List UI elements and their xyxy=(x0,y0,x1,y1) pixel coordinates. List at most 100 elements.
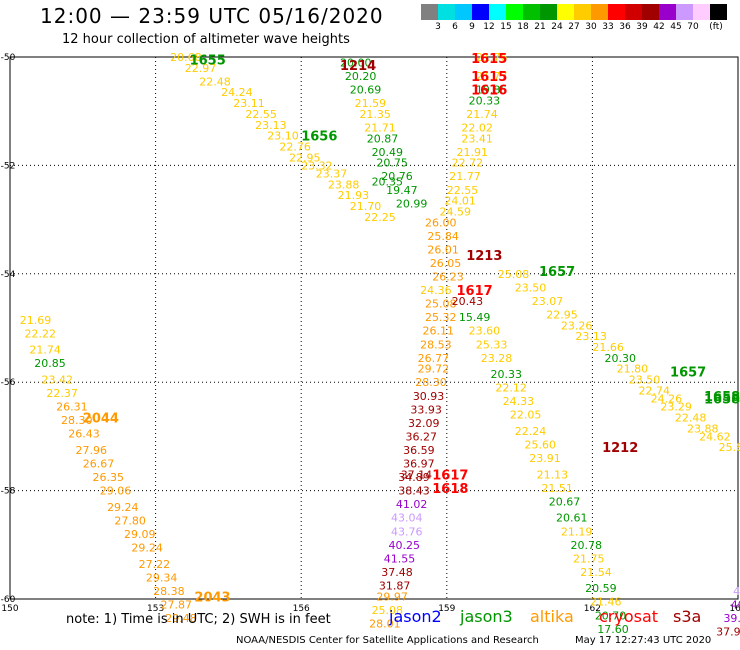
legend-swatch xyxy=(659,4,676,20)
swh-value-label: 29.06 xyxy=(100,485,132,498)
swh-value-label: 40. xyxy=(731,598,740,611)
swh-value-label: 23.88 xyxy=(687,422,719,435)
legend-tick-label: 45 xyxy=(670,22,682,32)
y-tick-label: -60 xyxy=(1,595,16,605)
swh-value-label: 26.01 xyxy=(427,243,459,256)
legend-swatch xyxy=(642,4,659,20)
swh-value-label: 22.95 xyxy=(546,308,578,321)
swh-value-label: 26.43 xyxy=(68,428,100,441)
legend-swatch xyxy=(438,4,455,20)
swh-value-label: 21.76 xyxy=(476,51,508,64)
swh-value-label: 21.93 xyxy=(338,189,370,202)
legend-tick-label: 30 xyxy=(585,22,597,32)
track-time-label: 1658 xyxy=(704,392,740,407)
swh-value-label: 41.55 xyxy=(384,552,416,565)
y-tick-label: -58 xyxy=(1,487,16,497)
legend-swatch xyxy=(472,4,489,20)
track-time-label: 1656 xyxy=(301,130,337,145)
swh-value-label: 25.08 xyxy=(498,268,530,281)
swh-value-label: 21.91 xyxy=(457,146,489,159)
legend-tick-label: 12 xyxy=(483,22,495,32)
x-tick-label: 165 xyxy=(729,604,740,614)
swh-value-label: 29.09 xyxy=(124,528,156,541)
legend-tick-label: 33 xyxy=(602,22,614,32)
satellite-cryosat: cryosat xyxy=(599,607,659,626)
swh-value-label: 20.68 xyxy=(170,51,202,64)
swh-value-label: 23.88 xyxy=(328,178,360,191)
legend-tick-label: 9 xyxy=(469,22,475,32)
swh-value-label: 21.77 xyxy=(476,70,508,83)
swh-value-label: 20.49 xyxy=(372,146,404,159)
legend-swatch xyxy=(676,4,693,20)
legend-swatch xyxy=(489,4,506,20)
legend-tick-label: 15 xyxy=(500,22,512,32)
satellite-jason3: jason3 xyxy=(460,607,513,626)
legend-swatch xyxy=(421,4,438,20)
swh-value-label: 22.48 xyxy=(675,411,707,424)
swh-value-label: 20.85 xyxy=(34,357,65,370)
swh-value-label: 20.00 xyxy=(340,56,372,69)
legend-tick-label: 27 xyxy=(568,22,580,32)
track-time-label: 1213 xyxy=(466,249,502,264)
swh-value-label: 23.10 xyxy=(267,130,299,143)
swh-value-label: 37.48 xyxy=(381,566,413,579)
swh-value-label: 28.30 xyxy=(61,414,93,427)
swh-value-label: 25.60 xyxy=(524,439,556,452)
swh-value-label: 25.08 xyxy=(372,604,404,617)
swh-value-label: 39.4 xyxy=(723,612,740,625)
swh-value-label: 29.72 xyxy=(418,363,450,376)
swh-value-label: 21.46 xyxy=(590,596,622,609)
swh-value-label: 20.30 xyxy=(605,352,637,365)
track-time-label: 1618 xyxy=(432,482,468,497)
legend-tick-label: 42 xyxy=(653,22,665,32)
swh-value-label: 23.28 xyxy=(481,352,512,365)
swh-value-label: 23.13 xyxy=(575,330,607,343)
swh-value-label: 20.33 xyxy=(490,368,521,381)
swh-value-label: 21.80 xyxy=(617,363,649,376)
swh-value-label: 29.34 xyxy=(146,571,178,584)
swh-value-label: 36.27 xyxy=(406,430,438,443)
legend-swatch xyxy=(591,4,608,20)
swh-value-label: 25.84 xyxy=(427,230,459,243)
legend-swatch xyxy=(557,4,574,20)
swh-value-label: 22.76 xyxy=(279,140,311,153)
swh-value-label: 26.05 xyxy=(430,257,462,270)
swh-value-label: 25.82 xyxy=(719,441,740,454)
swh-value-label: 22.02 xyxy=(461,121,493,134)
swh-value-label: 26.11 xyxy=(423,325,455,338)
track-time-label: 1657 xyxy=(539,265,575,280)
legend-tick-label: 36 xyxy=(619,22,631,32)
x-tick-label: 159 xyxy=(438,604,455,614)
legend-swatch xyxy=(608,4,625,20)
swh-value-label: 43.04 xyxy=(391,512,423,525)
swh-value-label: 20.70 xyxy=(595,609,627,622)
swh-value-label: 22.37 xyxy=(46,387,78,400)
swh-value-label: 23.42 xyxy=(42,373,73,386)
track-time-label: 1212 xyxy=(602,441,638,456)
swh-value-label: 23.91 xyxy=(529,452,561,465)
swh-value-label: 26.35 xyxy=(93,471,125,484)
legend-swatch xyxy=(540,4,557,20)
swh-value-label: 27.22 xyxy=(139,558,171,571)
swh-value-label: 23.29 xyxy=(660,401,692,414)
swh-value-label: 22.97 xyxy=(185,62,217,75)
generation-timestamp: May 17 12:27:43 UTC 2020 xyxy=(575,635,712,646)
swh-value-label: 41.02 xyxy=(396,498,428,511)
swh-value-label: 22.22 xyxy=(25,327,56,340)
swh-value-label: 26.67 xyxy=(83,458,115,471)
swh-value-label: 37.14 xyxy=(401,468,433,481)
legend-tick-label: 3 xyxy=(435,22,441,32)
swh-value-label: 27.80 xyxy=(114,514,146,527)
swh-value-label: 21.54 xyxy=(580,566,612,579)
color-legend xyxy=(421,4,727,20)
swh-value-label: 22.72 xyxy=(452,157,484,170)
satellite-s3a: s3a xyxy=(673,607,702,626)
swh-value-label: 21.70 xyxy=(350,200,382,213)
track-time-label: 1615 xyxy=(471,70,507,85)
swh-value-label: 23.50 xyxy=(629,373,661,386)
legend-swatch xyxy=(455,4,472,20)
track-time-label: 1616 xyxy=(471,84,507,99)
swh-value-label: 22.25 xyxy=(364,211,396,224)
swh-value-label: 20.78 xyxy=(571,539,603,552)
